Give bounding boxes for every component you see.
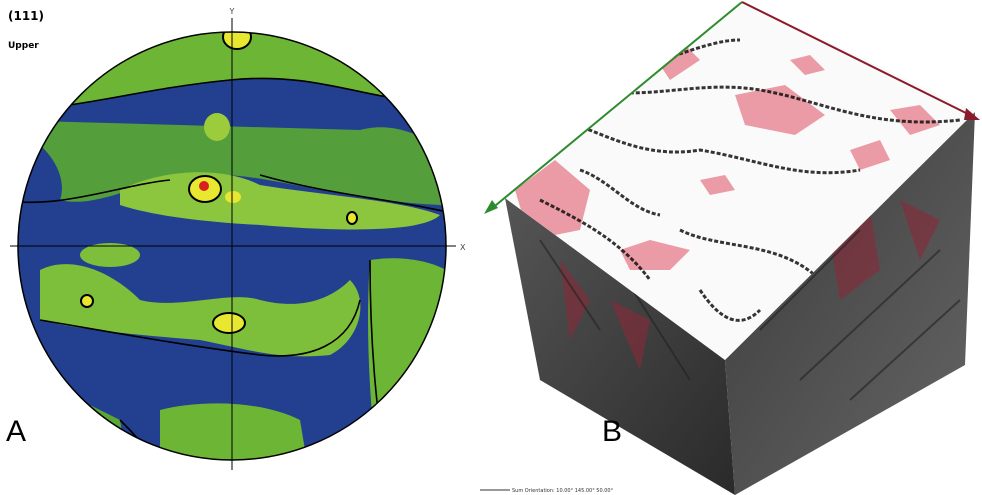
plane-label: (111) <box>8 9 44 23</box>
cube: B Sum Orientation: 10.00° 145.00° 50.00° <box>480 0 980 495</box>
y-axis-label: Y <box>229 7 235 16</box>
density-band <box>160 403 310 480</box>
pole-figure: Y X (111) Upper A <box>0 7 466 480</box>
density-band <box>368 258 460 480</box>
figure: Y X (111) Upper A B Sum Orientation: 10.… <box>0 0 982 495</box>
pole-figure-density <box>0 20 460 480</box>
arrow-head <box>484 200 498 214</box>
x-axis-label: X <box>460 243 466 252</box>
density-peak <box>225 191 241 203</box>
panel-label: A <box>6 415 26 448</box>
hemisphere-label: Upper <box>8 41 39 51</box>
density-peak <box>347 212 357 224</box>
density-max <box>199 181 209 191</box>
density-spot <box>80 243 140 267</box>
panel-label: B <box>602 415 622 448</box>
density-peak <box>223 25 251 49</box>
arrow-head <box>964 108 980 120</box>
density-peak <box>213 313 245 333</box>
orientation-caption: Sum Orientation: 10.00° 145.00° 50.00° <box>512 488 614 494</box>
density-spot <box>204 113 230 141</box>
density-peak <box>81 295 93 307</box>
